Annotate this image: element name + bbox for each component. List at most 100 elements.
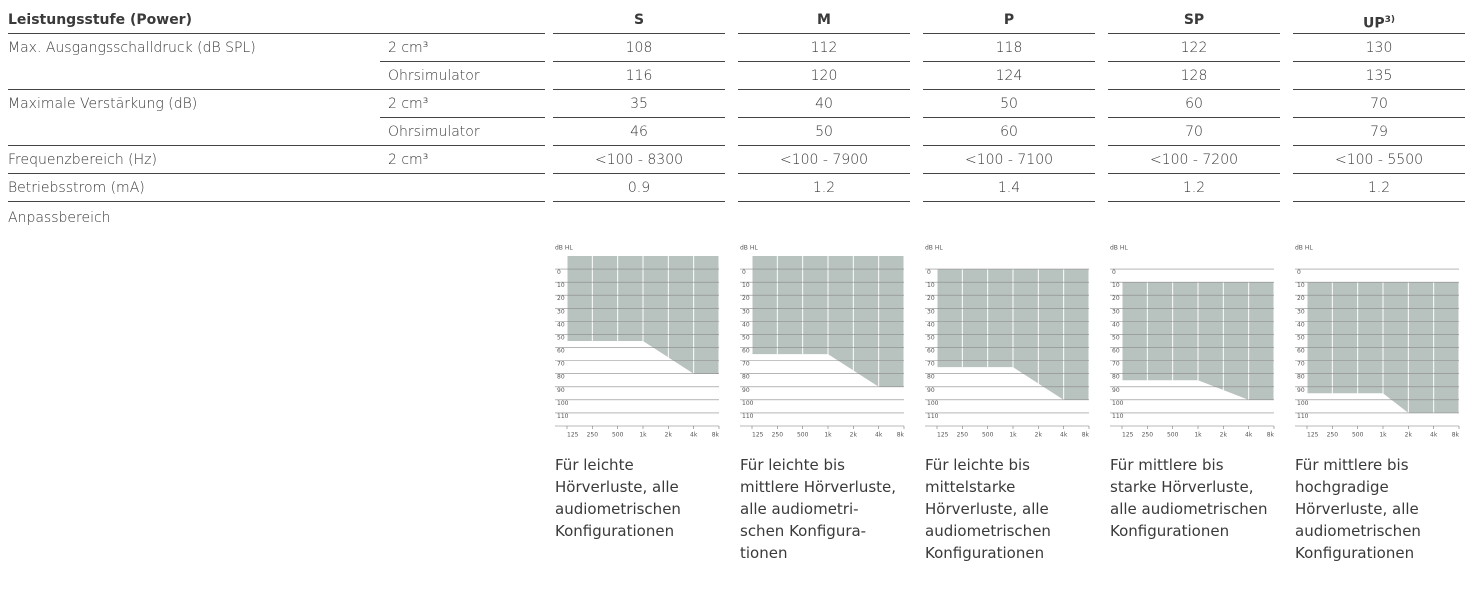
x-tick-label: 250 — [587, 432, 599, 439]
y-axis-label: dB HL — [740, 245, 758, 252]
x-tick-label: 125 — [567, 432, 579, 439]
y-axis-label: dB HL — [1295, 245, 1313, 252]
value-cell: <100 - 7900 — [738, 146, 910, 174]
column-name: M — [817, 12, 831, 28]
y-tick-label: 10 — [1297, 282, 1305, 289]
value-cell: 40 — [738, 90, 910, 118]
x-tick-label: 500 — [1352, 432, 1364, 439]
description-line: Konfigurationen — [555, 522, 675, 540]
fitting-chart: dB HL 125 250 500 1k 2k 4k 8k 0 10 20 30 40 50 60 70 80 9… — [1110, 245, 1275, 439]
description-line: Konfigurationen — [925, 544, 1045, 562]
value-cell: 70 — [1293, 90, 1465, 118]
value-cell: 116 — [553, 62, 725, 90]
description-line: Für mittlere bis — [1110, 456, 1224, 474]
y-tick-label: 70 — [927, 361, 935, 368]
y-tick-label: 40 — [1297, 321, 1305, 328]
row-label: Max. Ausgangsschalldruck (dB SPL) — [8, 34, 380, 90]
x-tick-label: 4k — [875, 432, 883, 439]
column-header: P — [923, 6, 1095, 34]
description-line: Hörverluste, alle — [1295, 500, 1419, 518]
y-tick-label: 50 — [927, 334, 935, 341]
y-tick-label: 70 — [557, 361, 565, 368]
y-tick-label: 80 — [742, 374, 750, 381]
y-tick-label: 100 — [1297, 400, 1309, 407]
column-name: S — [633, 12, 645, 28]
y-tick-label: 30 — [557, 308, 565, 315]
x-tick-label: 125 — [937, 432, 949, 439]
y-tick-label: 70 — [742, 361, 750, 368]
fitting-chart: dB HL 125 250 500 1k 2k 4k 8k 0 10 20 30 40 50 60 70 80 9… — [1295, 245, 1460, 439]
y-tick-label: 10 — [742, 282, 750, 289]
column-header: SP — [1108, 6, 1280, 34]
description-line: audiometrischen — [555, 500, 681, 518]
description-line: Konfigurationen — [1110, 522, 1230, 540]
value-cell: 120 — [738, 62, 910, 90]
y-tick-label: 90 — [557, 387, 565, 394]
description-line: audiometrischen — [925, 522, 1051, 540]
y-tick-label: 0 — [742, 269, 746, 276]
description-line: alle audiometrischen — [1110, 500, 1268, 518]
column-name: UP — [1362, 15, 1385, 32]
x-tick-label: 500 — [612, 432, 624, 439]
y-tick-label: 0 — [927, 269, 931, 276]
value-cell: 60 — [923, 118, 1095, 146]
description-line: schen Konfigura- — [740, 522, 867, 540]
y-tick-label: 10 — [1112, 282, 1120, 289]
y-tick-label: 80 — [557, 374, 565, 381]
row-label: Maximale Verstärkung (dB) — [8, 90, 380, 146]
fitting-chart: dB HL 125 250 500 1k 2k 4k 8k 0 10 20 30 40 50 60 70 80 9… — [555, 245, 720, 439]
y-tick-label: 0 — [1112, 269, 1116, 276]
column-header: UP3) — [1293, 6, 1465, 34]
value-cell: 124 — [923, 62, 1095, 90]
value-cell: 70 — [1108, 118, 1280, 146]
x-tick-label: 250 — [1327, 432, 1339, 439]
footnote-mark: 3) — [1384, 15, 1396, 25]
fitting-chart: dB HL 125 250 500 1k 2k 4k 8k 0 10 20 30 40 50 60 70 80 9… — [740, 245, 905, 439]
y-tick-label: 110 — [1297, 413, 1309, 420]
row-sublabel: Ohrsimulator — [380, 62, 545, 90]
description-line: starke Hörverluste, — [1110, 478, 1254, 496]
fitting-label: Anpassbereich — [8, 210, 111, 226]
x-tick-label: 500 — [797, 432, 809, 439]
value-cell: <100 - 8300 — [553, 146, 725, 174]
y-tick-label: 40 — [927, 321, 935, 328]
y-tick-label: 50 — [1112, 334, 1120, 341]
value-cell: 60 — [1108, 90, 1280, 118]
y-tick-label: 80 — [927, 374, 935, 381]
value-cell: 1.2 — [738, 174, 910, 202]
description-line: Für leichte bis — [740, 456, 845, 474]
x-tick-label: 8k — [1452, 432, 1460, 439]
x-tick-label: 8k — [1082, 432, 1090, 439]
y-tick-label: 90 — [927, 387, 935, 394]
y-tick-label: 110 — [1112, 413, 1124, 420]
row-sublabel: 2 cm³ — [380, 34, 545, 62]
fitting-chart: dB HL 125 250 500 1k 2k 4k 8k 0 10 20 30 40 50 60 70 80 9… — [925, 245, 1090, 439]
x-tick-label: 250 — [772, 432, 784, 439]
x-tick-label: 4k — [1245, 432, 1253, 439]
x-tick-label: 4k — [690, 432, 698, 439]
y-tick-label: 90 — [1112, 387, 1120, 394]
row-label: Frequenzbereich (Hz) — [8, 146, 380, 174]
value-cell: 118 — [923, 34, 1095, 62]
description-line: audiometrischen — [1295, 522, 1421, 540]
y-tick-label: 90 — [742, 387, 750, 394]
y-axis-label: dB HL — [925, 245, 943, 252]
x-tick-label: 8k — [712, 432, 720, 439]
value-cell: 1.2 — [1108, 174, 1280, 202]
x-tick-label: 500 — [1167, 432, 1179, 439]
x-tick-label: 2k — [1035, 432, 1043, 439]
y-tick-label: 50 — [742, 334, 750, 341]
value-cell: 79 — [1293, 118, 1465, 146]
value-cell: 46 — [553, 118, 725, 146]
x-tick-label: 125 — [752, 432, 764, 439]
description-line: mittlere Hörverluste, — [740, 478, 897, 496]
x-tick-label: 2k — [1220, 432, 1228, 439]
y-tick-label: 20 — [557, 295, 565, 302]
value-cell: <100 - 7200 — [1108, 146, 1280, 174]
value-cell: 108 — [553, 34, 725, 62]
y-tick-label: 10 — [557, 282, 565, 289]
description-line: hochgradige — [1295, 478, 1389, 496]
y-tick-label: 100 — [1112, 400, 1124, 407]
x-tick-label: 2k — [665, 432, 673, 439]
x-tick-label: 1k — [824, 432, 832, 439]
